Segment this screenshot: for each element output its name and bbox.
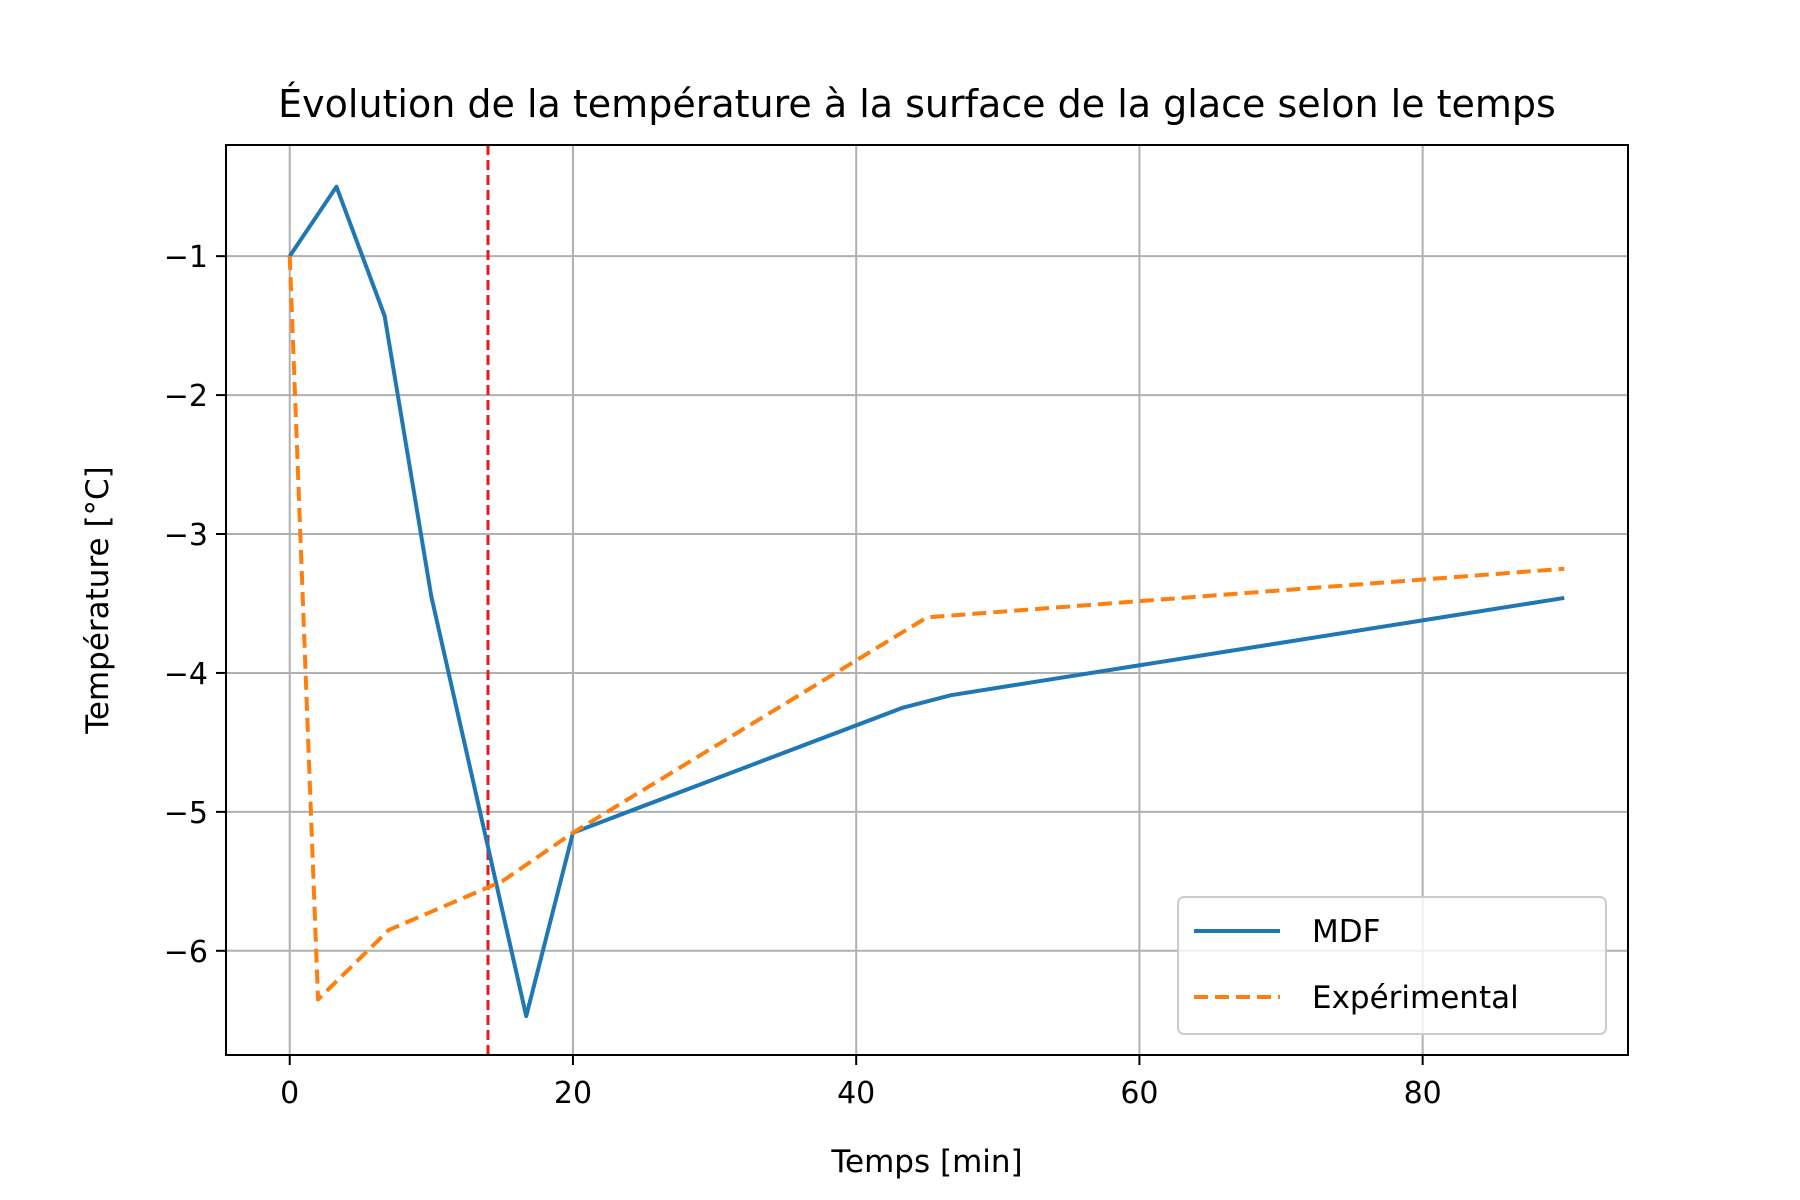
legend-label: Expérimental <box>1312 980 1519 1016</box>
x-tick-label: 40 <box>837 1076 875 1111</box>
series-line-mdf <box>288 184 1565 1019</box>
y-tick-label: −4 <box>164 657 208 692</box>
y-tick-label: −2 <box>164 379 208 414</box>
series-line-experimental <box>287 256 1565 1002</box>
chart-title: Évolution de la température à la surface… <box>278 82 1556 126</box>
x-axis-label: Temps [min] <box>830 1144 1022 1180</box>
y-tick-label: −5 <box>164 796 208 831</box>
legend: MDF Expérimental <box>1177 896 1607 1035</box>
y-tick-label: −1 <box>164 240 208 275</box>
legend-box <box>1177 896 1607 1035</box>
plot-frame <box>225 144 1629 1056</box>
y-tick-label: −6 <box>164 935 208 970</box>
x-tick-label: 60 <box>1120 1076 1158 1111</box>
grid <box>226 145 1628 1055</box>
y-tick-label: −3 <box>164 518 208 553</box>
x-tick-label: 0 <box>280 1076 299 1111</box>
legend-label: MDF <box>1312 914 1380 950</box>
series-layer <box>287 184 1565 1019</box>
x-tick-label: 20 <box>554 1076 592 1111</box>
y-axis-label: Température [°C] <box>80 466 116 735</box>
x-tick-label: 80 <box>1404 1076 1442 1111</box>
ticks: 0 20 40 60 80 −1 −2 −3 −4 −5 −6 <box>164 240 1442 1111</box>
